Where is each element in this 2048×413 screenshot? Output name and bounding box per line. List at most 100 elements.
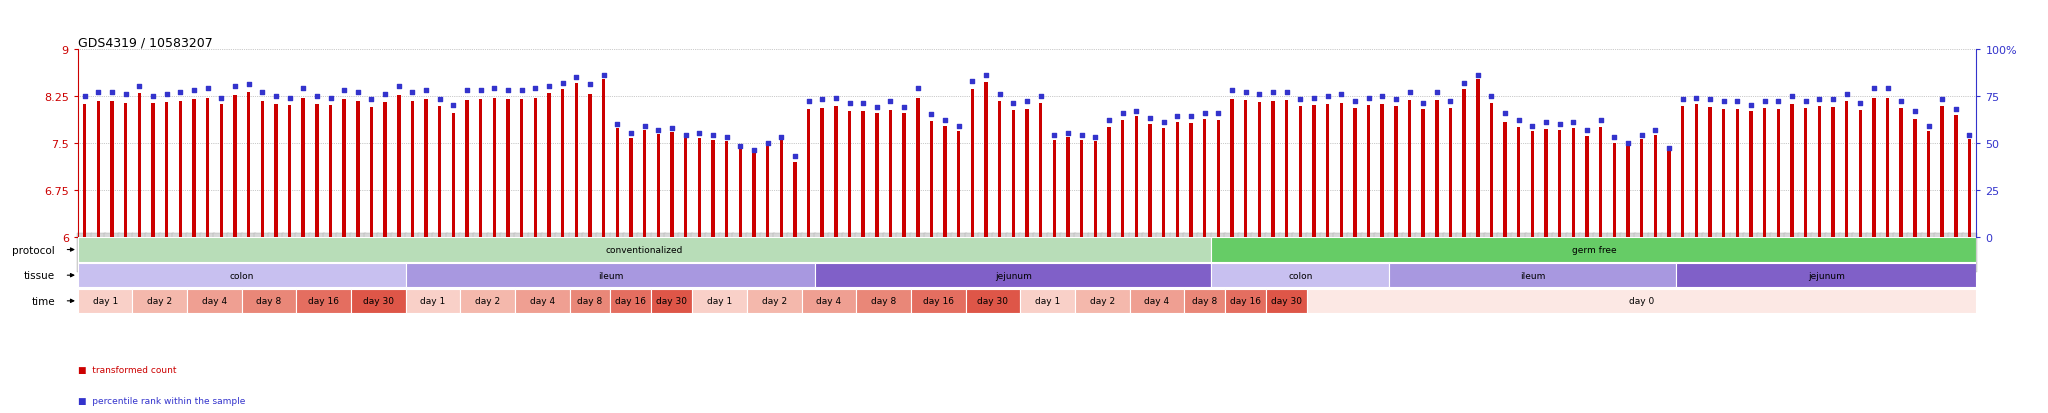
Bar xyxy=(1477,80,1479,237)
Bar xyxy=(561,90,565,237)
Point xyxy=(1708,99,1741,105)
Text: ■  percentile rank within the sample: ■ percentile rank within the sample xyxy=(78,396,246,405)
Bar xyxy=(698,138,700,237)
Point xyxy=(559,74,592,81)
Point xyxy=(178,88,211,94)
Bar xyxy=(1075,289,1130,313)
Bar xyxy=(1313,106,1315,237)
Bar xyxy=(1161,129,1165,237)
Bar xyxy=(406,289,461,313)
Bar xyxy=(1749,112,1753,237)
Bar xyxy=(1675,263,1976,288)
Bar xyxy=(1489,103,1493,237)
Bar xyxy=(1366,106,1370,237)
Text: ■  transformed count: ■ transformed count xyxy=(78,365,176,374)
Bar xyxy=(1038,103,1042,237)
Point xyxy=(1761,99,1794,105)
Bar xyxy=(111,102,115,237)
Point xyxy=(928,118,961,124)
Point xyxy=(1516,123,1548,130)
Bar xyxy=(350,289,406,313)
Text: day 4: day 4 xyxy=(203,297,227,306)
Point xyxy=(123,84,156,90)
Point xyxy=(1597,134,1630,141)
Bar xyxy=(1284,101,1288,237)
Text: ileum: ileum xyxy=(598,271,623,280)
Bar xyxy=(479,100,483,237)
Bar xyxy=(1184,289,1225,313)
Point xyxy=(492,88,524,94)
Bar xyxy=(815,263,1212,288)
Bar xyxy=(629,138,633,237)
Point xyxy=(969,73,1001,79)
Point xyxy=(82,89,115,96)
Bar xyxy=(297,289,350,313)
Bar xyxy=(752,153,756,237)
Bar xyxy=(739,150,741,237)
Bar xyxy=(1079,141,1083,237)
Bar xyxy=(1053,140,1057,237)
Point xyxy=(1257,89,1290,96)
Bar xyxy=(616,129,618,237)
Bar xyxy=(930,122,934,237)
Point xyxy=(805,97,838,104)
Bar xyxy=(1020,289,1075,313)
Point xyxy=(901,85,934,92)
Bar xyxy=(412,102,414,237)
Bar xyxy=(1176,123,1180,237)
Point xyxy=(1530,119,1563,126)
Bar xyxy=(547,94,551,237)
Text: day 2: day 2 xyxy=(475,297,500,306)
Bar xyxy=(911,289,965,313)
Bar xyxy=(342,100,346,237)
Bar xyxy=(494,99,496,237)
Point xyxy=(764,134,797,141)
Bar xyxy=(1503,123,1507,237)
Point xyxy=(231,82,264,88)
Bar xyxy=(1231,100,1233,237)
Bar xyxy=(96,102,100,237)
Point xyxy=(1161,114,1194,121)
Bar xyxy=(1559,131,1561,237)
Bar xyxy=(1190,123,1192,237)
Point xyxy=(272,95,305,102)
Point xyxy=(1544,121,1577,128)
Bar xyxy=(1886,98,1888,237)
Bar xyxy=(315,104,319,237)
Bar xyxy=(78,289,133,313)
Point xyxy=(1065,133,1098,139)
Bar xyxy=(1790,104,1794,237)
Point xyxy=(997,101,1030,107)
Bar xyxy=(1448,109,1452,237)
Text: day 1: day 1 xyxy=(420,297,446,306)
Bar xyxy=(1518,128,1520,237)
Point xyxy=(518,85,551,92)
Bar xyxy=(1298,107,1303,237)
Point xyxy=(1489,110,1522,116)
Bar xyxy=(1858,111,1862,237)
Point xyxy=(424,97,457,104)
Point xyxy=(1079,134,1112,141)
Bar xyxy=(1120,120,1124,237)
Bar xyxy=(1389,263,1675,288)
Point xyxy=(860,104,893,111)
Point xyxy=(1884,99,1917,105)
Bar xyxy=(997,102,1001,237)
Bar xyxy=(424,100,428,237)
Point xyxy=(68,93,100,100)
Bar xyxy=(260,102,264,237)
Point xyxy=(1679,95,1712,102)
Point xyxy=(737,147,770,154)
Bar xyxy=(371,108,373,237)
Text: day 1: day 1 xyxy=(1034,297,1061,306)
Point xyxy=(670,133,702,139)
Bar xyxy=(1380,104,1384,237)
Bar xyxy=(944,127,946,237)
Bar xyxy=(821,109,823,237)
Bar xyxy=(1272,102,1274,237)
Point xyxy=(301,93,334,100)
Text: day 2: day 2 xyxy=(147,297,172,306)
Text: day 8: day 8 xyxy=(870,297,897,306)
Bar xyxy=(301,98,305,237)
Bar xyxy=(1212,263,1389,288)
